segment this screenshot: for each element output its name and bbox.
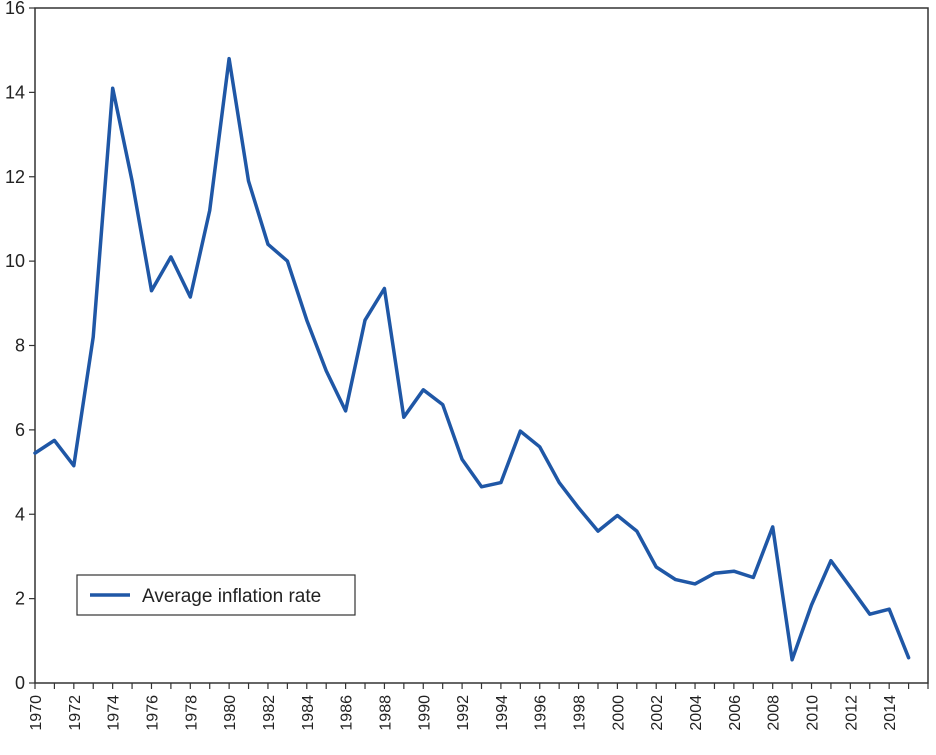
data-point [208,209,211,212]
data-point [791,659,793,661]
data-point [733,570,735,572]
data-point [306,319,308,322]
series-line [33,56,911,662]
data-point [364,319,366,322]
data-point [267,243,269,246]
data-point [500,481,502,484]
y-tick-label: 12 [5,167,25,187]
data-point [53,439,56,442]
data-point [849,586,852,588]
y-tick-label: 6 [15,420,25,440]
data-point [869,613,871,615]
data-point [34,452,36,454]
x-tick-label: 2002 [649,695,666,731]
data-point [713,572,716,575]
x-tick-label: 2010 [805,695,822,731]
data-point [325,370,328,372]
y-tick-label: 14 [5,82,25,102]
y-tick-label: 10 [5,251,25,271]
axes: 0 2 4 6 8 10 12 14 16 1970 1972 1974 1976 1978 1980 198… [5,0,929,731]
x-tick-label: 1986 [339,695,356,731]
legend: Average inflation rate [76,574,356,616]
x-tick-label: 1994 [494,695,511,731]
data-point [383,287,386,290]
x-tick-label: 1996 [533,695,550,731]
data-point [752,576,755,579]
y-tick-label: 4 [15,504,25,524]
x-tick-label: 1984 [300,695,317,731]
data-point [907,656,910,659]
data-point [131,180,133,182]
x-tick-label: 1974 [106,695,123,731]
data-point [888,608,890,610]
data-point [830,559,832,562]
data-point [286,260,289,262]
data-point [694,583,696,585]
data-point [538,446,541,448]
data-point [655,566,657,568]
series-layer [33,56,911,662]
data-point [597,530,599,532]
data-point [422,389,425,391]
data-point [480,486,483,488]
data-point [441,403,444,406]
data-point [247,180,250,182]
data-point [170,256,172,258]
data-point [519,430,522,432]
x-tick-label: 1998 [572,695,589,731]
x-tick-label: 1976 [144,695,161,731]
data-point [344,410,347,412]
y-tick-label: 16 [5,0,25,18]
data-point [461,458,463,461]
y-tick-label: 8 [15,336,25,356]
data-point [810,604,813,606]
x-tick-label: 1972 [67,695,84,731]
data-point [228,57,230,60]
x-tick-label: 2008 [766,695,783,731]
data-point [771,526,774,528]
x-tick-label: 1978 [183,695,200,731]
data-point [674,578,677,581]
x-tick-label: 1988 [377,695,394,731]
data-point [189,296,192,298]
x-tick-label: 1980 [222,695,239,731]
legend-label: Average inflation rate [142,586,321,607]
data-point [73,464,75,467]
y-tick-label: 0 [15,673,25,693]
x-tick-label: 1970 [28,695,45,731]
data-point [92,336,94,338]
data-point [558,481,560,484]
x-tick-label: 2006 [727,695,744,731]
y-tick-label: 2 [15,589,25,609]
data-point [616,514,619,517]
data-point [150,289,153,292]
x-tick-label: 1982 [261,695,278,731]
x-tick-label: 2014 [882,695,899,731]
data-point [636,530,638,532]
x-tick-label: 2000 [610,695,627,731]
data-point [577,507,580,509]
x-tick-label: 2012 [843,695,860,731]
data-point [111,87,114,89]
data-point [403,416,405,419]
x-tick-label: 2004 [688,695,705,731]
x-tick-label: 1992 [455,695,472,731]
x-tick-label: 1990 [416,695,433,731]
